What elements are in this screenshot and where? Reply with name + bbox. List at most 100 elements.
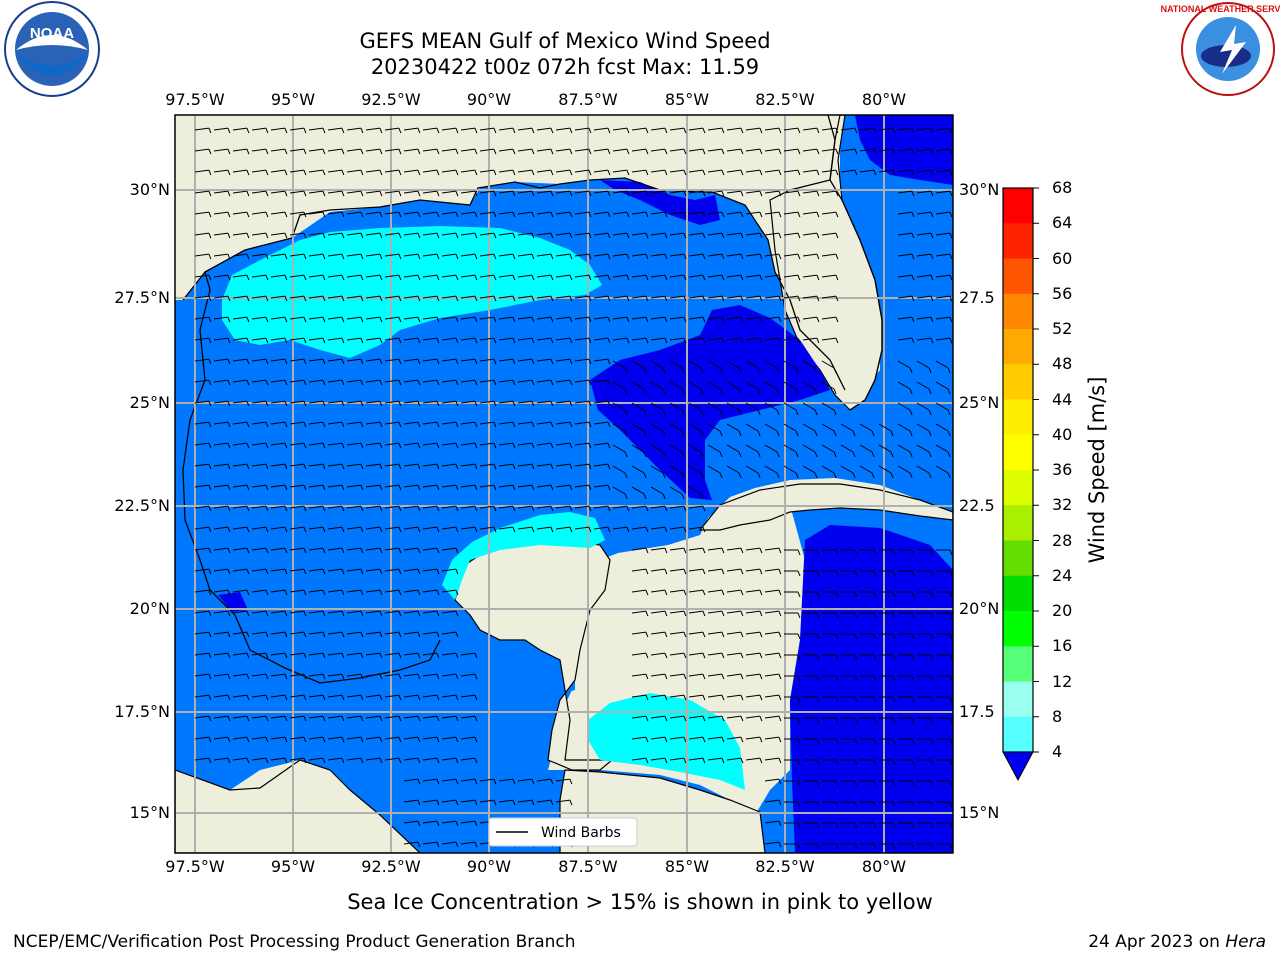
wind-barb-flag bbox=[246, 442, 250, 449]
wind-barb-flag bbox=[776, 367, 780, 374]
wind-barb-flag bbox=[928, 451, 932, 458]
wind-barb bbox=[270, 337, 285, 341]
wind-barb bbox=[631, 295, 646, 299]
wind-barb-flag bbox=[512, 169, 516, 176]
wind-barb-flag bbox=[493, 148, 497, 155]
wind-barb-flag bbox=[835, 232, 839, 239]
wind-barb-flag bbox=[873, 570, 877, 577]
wind-barb-flag bbox=[949, 591, 953, 598]
wind-barb bbox=[365, 505, 380, 509]
wind-barb-flag bbox=[474, 295, 478, 302]
wind-barb bbox=[422, 400, 437, 404]
wind-barb-flag bbox=[588, 190, 592, 197]
wind-barb bbox=[460, 211, 475, 215]
wind-barb bbox=[688, 337, 703, 341]
wind-barb bbox=[194, 694, 209, 698]
wind-barb-flag bbox=[795, 409, 799, 416]
wind-barb-flag bbox=[778, 757, 782, 764]
wind-barb-flag bbox=[930, 780, 934, 787]
wind-barb bbox=[821, 211, 836, 215]
wind-barb bbox=[194, 400, 209, 404]
wind-barb-flag bbox=[436, 442, 440, 449]
wind-barb bbox=[783, 381, 797, 390]
wind-barb bbox=[460, 505, 475, 509]
wind-barb-flag bbox=[246, 358, 250, 365]
wind-barb-flag bbox=[322, 211, 326, 218]
wind-barb-flag bbox=[607, 526, 611, 533]
wind-barb bbox=[422, 841, 437, 845]
wind-barb bbox=[688, 526, 703, 530]
wind-barb bbox=[650, 589, 665, 593]
wind-barb bbox=[612, 169, 627, 173]
wind-barb bbox=[365, 484, 380, 488]
wind-barb bbox=[232, 316, 247, 320]
wind-barb bbox=[555, 337, 570, 341]
wind-barb bbox=[555, 400, 570, 404]
wind-barb bbox=[289, 358, 304, 362]
wind-barb bbox=[403, 673, 418, 677]
wind-barb bbox=[441, 526, 456, 530]
wind-barb-flag bbox=[284, 442, 288, 449]
wind-barb-flag bbox=[816, 570, 820, 577]
wind-barb-flag bbox=[854, 633, 858, 640]
wind-barb-flag bbox=[911, 696, 915, 703]
wind-barb-flag bbox=[740, 253, 744, 260]
wind-barb bbox=[555, 799, 570, 803]
wind-barb bbox=[536, 400, 551, 404]
wind-barb bbox=[764, 757, 779, 761]
wind-barb-flag bbox=[930, 612, 934, 619]
wind-barb-flag bbox=[949, 843, 953, 850]
wind-barb bbox=[251, 715, 266, 719]
wind-barb bbox=[631, 486, 645, 495]
wind-barb-flag bbox=[284, 631, 288, 638]
wind-barb-flag bbox=[740, 715, 744, 722]
wind-barb bbox=[745, 631, 760, 635]
wind-barb bbox=[479, 778, 494, 782]
wind-barb-flag bbox=[341, 274, 345, 281]
wind-barb-flag bbox=[778, 547, 782, 554]
wind-barb-flag bbox=[208, 715, 212, 722]
wind-barb-flag bbox=[778, 316, 782, 323]
wind-barb-flag bbox=[227, 337, 231, 344]
wind-barb-flag bbox=[341, 568, 345, 575]
wind-barb-flag bbox=[778, 799, 782, 806]
wind-barb-flag bbox=[398, 232, 402, 239]
wind-barb-flag bbox=[816, 780, 820, 787]
wind-barb-flag bbox=[949, 654, 953, 661]
wind-barb bbox=[536, 778, 551, 782]
wind-barb bbox=[745, 127, 760, 131]
wind-barb bbox=[270, 316, 285, 320]
wind-barb bbox=[308, 505, 323, 509]
wind-barb bbox=[555, 295, 570, 299]
wind-barb bbox=[460, 673, 475, 677]
wind-barb-flag bbox=[493, 505, 497, 512]
wind-barb-flag bbox=[797, 612, 801, 619]
wind-barb bbox=[251, 295, 266, 299]
wind-barb-flag bbox=[474, 253, 478, 260]
wind-barb-flag bbox=[588, 274, 592, 281]
wind-barb-flag bbox=[284, 295, 288, 302]
wind-barb-flag bbox=[947, 430, 951, 437]
wind-barb-flag bbox=[303, 316, 307, 323]
wind-barb-flag bbox=[873, 654, 877, 661]
wind-barb bbox=[213, 547, 228, 551]
wind-barb bbox=[460, 463, 475, 467]
wind-barb-flag bbox=[681, 451, 685, 458]
wind-barb bbox=[289, 589, 304, 593]
wind-barb-flag bbox=[246, 610, 250, 617]
wind-barb-flag bbox=[303, 736, 307, 743]
wind-barb bbox=[745, 715, 760, 719]
wind-barb-flag bbox=[284, 547, 288, 554]
wind-barb-flag bbox=[246, 505, 250, 512]
wind-barb-flag bbox=[531, 526, 535, 533]
wind-barb-flag bbox=[417, 757, 421, 764]
wind-barb-flag bbox=[645, 547, 649, 554]
wind-barb bbox=[498, 400, 513, 404]
wind-barb-flag bbox=[738, 409, 742, 416]
wind-barb bbox=[479, 190, 494, 194]
wind-barb-flag bbox=[892, 675, 896, 682]
wind-barb bbox=[403, 358, 418, 362]
wind-barb-flag bbox=[740, 673, 744, 680]
wind-barb bbox=[707, 169, 722, 173]
wind-barb-flag bbox=[645, 295, 649, 302]
